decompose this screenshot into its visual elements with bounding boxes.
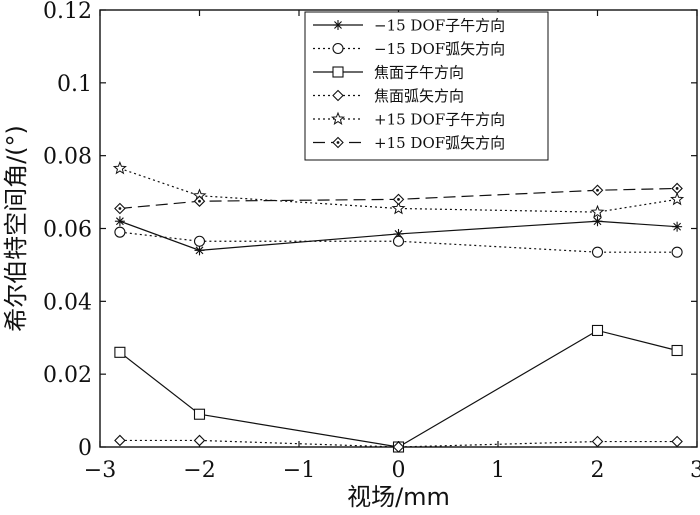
x-tick-label: −1 [283, 458, 315, 483]
y-tick-label: 0 [78, 436, 92, 461]
x-ticks: −3 −2 −1 0 1 2 3 [84, 10, 700, 483]
series-4-point [193, 434, 206, 447]
series-3-point [591, 324, 604, 337]
y-axis-title: 希尔伯特空间角/(°) [2, 125, 30, 332]
series-1-point [672, 221, 683, 232]
series-6-point [114, 202, 126, 215]
series-2-point [114, 226, 126, 238]
legend-label-1: −15 DOF子午方向 [374, 17, 505, 35]
legend-label-6: +15 DOF弧矢方向 [374, 134, 505, 152]
x-tick-label: 1 [491, 458, 505, 483]
series-5-point [670, 192, 685, 206]
x-tick-label: 3 [690, 458, 700, 483]
series-6-point [392, 193, 405, 206]
legend-marker-3 [332, 66, 344, 78]
x-tick-label: 2 [591, 458, 605, 483]
series-3-point [114, 346, 126, 358]
legend-label-3: 焦面子午方向 [374, 64, 464, 82]
series-3-point [671, 344, 683, 357]
series-6-point [671, 182, 683, 195]
legend-label-4: 焦面弧矢方向 [374, 87, 464, 105]
series-2-point [591, 246, 604, 258]
series-4-point [671, 435, 683, 448]
series-2-point [671, 246, 683, 258]
series-2-point [193, 235, 206, 247]
legend-marker-6 [332, 136, 344, 149]
series-5-point [112, 161, 127, 175]
legend-marker-2 [332, 42, 344, 55]
series-2-point [392, 235, 405, 247]
series-1-point [194, 245, 205, 256]
series-1-point [592, 216, 603, 227]
y-tick-label: 0.06 [43, 218, 92, 243]
y-tick-label: 0.1 [57, 72, 92, 97]
y-tick-label: 0.04 [43, 290, 92, 315]
x-axis-title: 视场/mm [347, 483, 450, 511]
legend-box [304, 11, 549, 161]
series-4-point [114, 434, 126, 447]
legend-marker-5 [330, 111, 346, 125]
series-line-3 [119, 329, 678, 448]
legend-marker-4 [332, 89, 344, 102]
series-line-5 [119, 167, 678, 213]
series-5-point [590, 204, 605, 219]
series-4-point [591, 435, 604, 448]
legend-label-5: +15 DOF子午方向 [374, 111, 505, 129]
series-4-point [392, 441, 405, 453]
x-tick-label: −2 [183, 458, 215, 483]
y-ticks: 0 0.02 0.04 0.06 0.08 0.1 0.12 [43, 0, 697, 461]
series-1-point [114, 216, 125, 227]
y-tick-label: 0.08 [43, 145, 92, 170]
x-tick-label: 0 [392, 458, 406, 483]
series-group [112, 161, 685, 453]
series-6-point [193, 195, 206, 207]
legend-marker-1 [333, 20, 343, 30]
legend-label-2: −15 DOF弧矢方向 [374, 40, 505, 58]
series-6-point [591, 184, 604, 197]
x-tick-label: −3 [84, 458, 116, 483]
y-tick-label: 0.02 [43, 363, 92, 388]
y-tick-label: 0.12 [43, 0, 92, 24]
series-3-point [193, 408, 206, 420]
series-5-point [391, 201, 406, 215]
